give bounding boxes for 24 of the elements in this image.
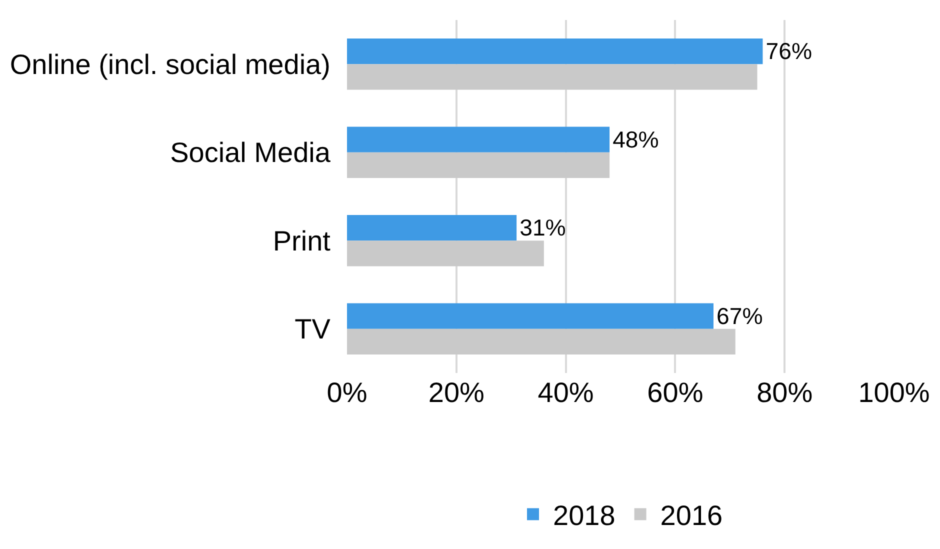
x-tick-label: 100% [858, 377, 930, 408]
bar [347, 328, 736, 354]
x-tick-label: 60% [647, 377, 704, 408]
data-label: 67% [716, 302, 763, 329]
bar [347, 240, 544, 266]
bar [347, 303, 714, 329]
data-label: 31% [520, 214, 566, 241]
y-tick-label: Print [272, 225, 346, 256]
legend-label: 2016 [660, 500, 723, 532]
bar [347, 64, 758, 90]
y-tick-label: Social Media [170, 137, 346, 168]
y-tick-label: Online (incl. social media) [10, 48, 346, 80]
bar [347, 152, 610, 178]
x-tick-label: 80% [756, 377, 813, 408]
x-tick-label: 40% [538, 377, 594, 408]
bar [347, 126, 610, 152]
legend-label: 2018 [553, 500, 616, 532]
bar [347, 215, 517, 241]
y-tick-label: TV [294, 314, 346, 345]
bar [347, 38, 763, 64]
x-tick-label: 0% [326, 377, 368, 408]
data-label: 48% [612, 126, 659, 152]
x-tick-label: 20% [428, 377, 484, 408]
data-label: 76% [766, 38, 812, 64]
